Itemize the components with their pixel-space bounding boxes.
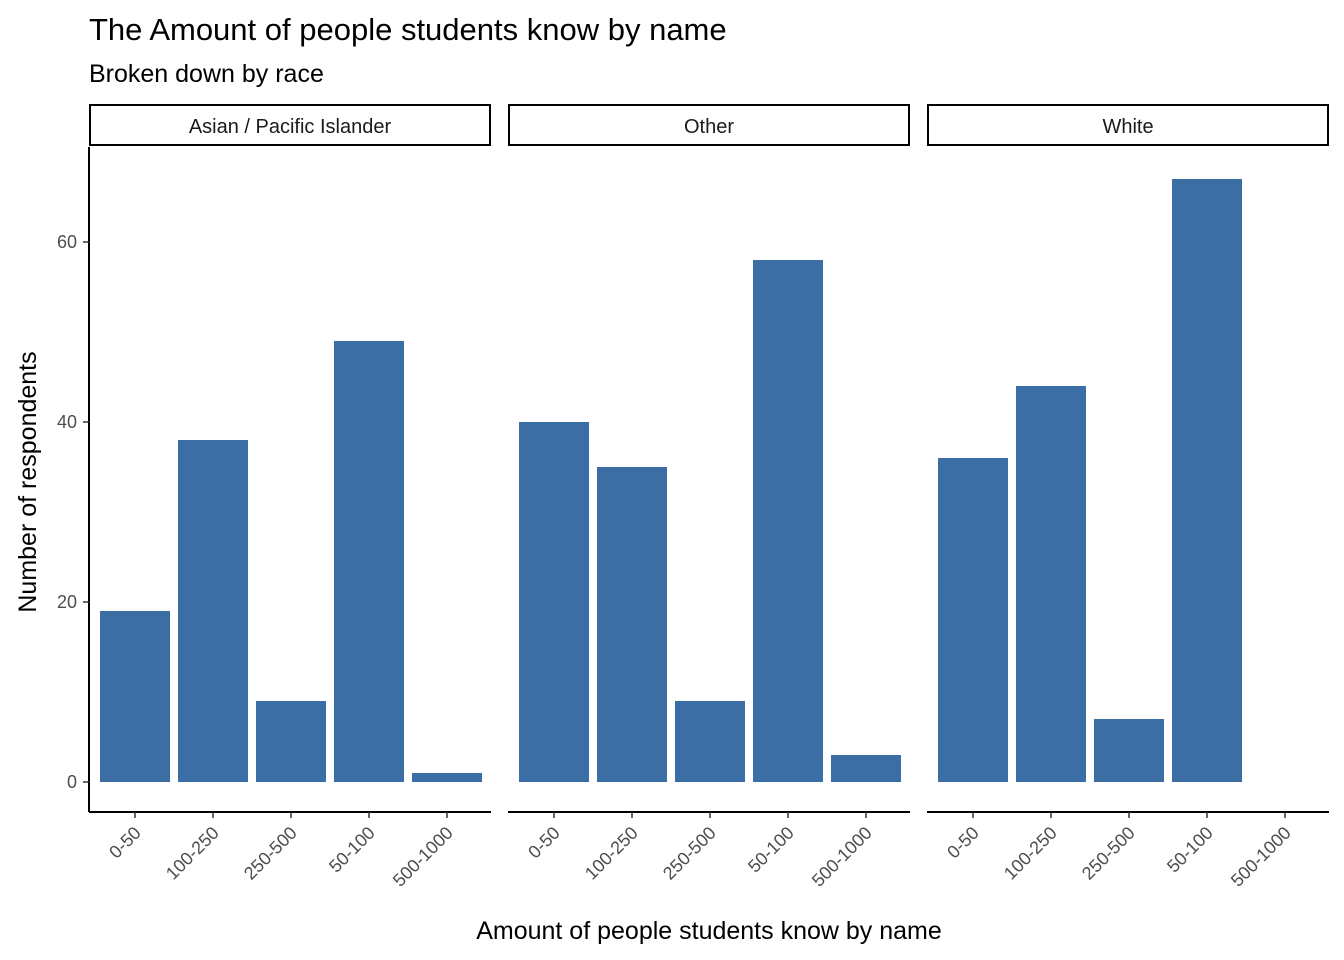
y-tick-label: 20 (57, 592, 77, 612)
y-axis-title: Number of respondents (14, 351, 42, 612)
x-tick-label: 100-250 (1000, 823, 1061, 884)
facet-panel: Other 0-50 100-250 250-500 50-100 500-1000 (508, 104, 910, 891)
y-axis: 0 20 40 60 (57, 147, 90, 812)
x-tick-label: 250-500 (659, 823, 720, 884)
facet-strip-label: White (1102, 116, 1153, 138)
bar (1094, 719, 1164, 782)
x-axis-title: Amount of people students know by name (476, 917, 942, 945)
y-tick-label: 40 (57, 412, 77, 432)
bar (1172, 179, 1242, 782)
x-tick-label: 0-50 (524, 823, 564, 863)
bar (519, 422, 589, 782)
facet-strip (89, 104, 491, 146)
facet-panel: Asian / Pacific Islander 0-50 100-250 250-5… (89, 104, 491, 891)
facet-strip-label: Asian / Pacific Islander (189, 116, 392, 138)
bar (334, 341, 404, 782)
bar (178, 440, 248, 782)
bar (597, 467, 667, 782)
facet-strip-label: Other (684, 116, 734, 138)
chart-title: The Amount of people students know by na… (89, 12, 727, 47)
x-tick-label: 500-1000 (1227, 823, 1295, 891)
bar (938, 458, 1008, 782)
facet-strip (508, 104, 910, 146)
bar (100, 611, 170, 782)
x-tick-label: 100-250 (162, 823, 223, 884)
x-tick-label: 250-500 (1078, 823, 1139, 884)
x-tick-label: 500-1000 (389, 823, 457, 891)
facet-panel: White 0-50 100-250 250-500 50-100 500-1000 (927, 104, 1329, 891)
x-tick-label: 100-250 (581, 823, 642, 884)
bar (753, 260, 823, 782)
x-tick-label: 250-500 (240, 823, 301, 884)
chart-subtitle: Broken down by race (89, 60, 324, 88)
x-tick-label: 500-1000 (808, 823, 876, 891)
x-tick-label: 50-100 (744, 823, 798, 877)
bar (831, 755, 901, 782)
x-tick-label: 0-50 (105, 823, 145, 863)
y-tick-label: 60 (57, 232, 77, 252)
x-tick-label: 0-50 (943, 823, 983, 863)
x-tick-label: 50-100 (1163, 823, 1217, 877)
bar (412, 773, 482, 782)
facet-strip (927, 104, 1329, 146)
facet-panels: Asian / Pacific Islander 0-50 100-250 250-5… (89, 104, 1329, 891)
bar (256, 701, 326, 782)
bar (1016, 386, 1086, 782)
y-tick-label: 0 (67, 772, 77, 792)
bar (675, 701, 745, 782)
x-tick-label: 50-100 (325, 823, 379, 877)
